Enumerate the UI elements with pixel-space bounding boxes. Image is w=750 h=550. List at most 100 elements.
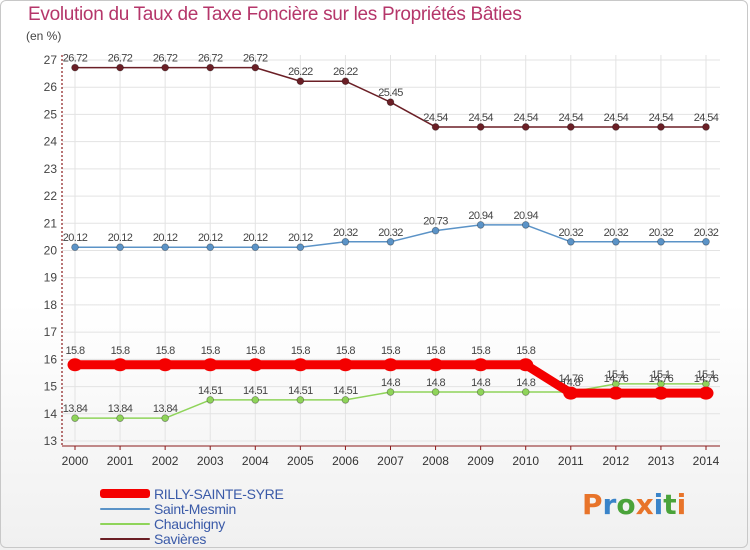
data-label: 15.1 xyxy=(651,369,670,381)
data-point xyxy=(337,358,353,372)
data-label: 15.1 xyxy=(606,369,625,381)
logo-letter: P xyxy=(582,488,603,521)
data-label: 14.51 xyxy=(333,385,358,397)
x-tick-label: 2014 xyxy=(693,454,720,468)
data-label: 15.8 xyxy=(471,345,490,357)
data-label: 14.8 xyxy=(426,377,445,389)
data-label: 20.32 xyxy=(649,227,674,239)
data-label: 20.94 xyxy=(468,210,493,222)
data-label: 26.22 xyxy=(288,66,313,78)
data-label: 14.76 xyxy=(649,373,674,385)
data-label: 14.76 xyxy=(694,373,719,385)
proxiti-logo: Proxiti xyxy=(582,488,686,521)
legend: RILLY-SAINTE-SYRE Saint-Mesmin Chauchigny S… xyxy=(100,485,284,547)
data-label: 20.32 xyxy=(378,227,403,239)
data-point xyxy=(698,386,714,400)
logo-letter: t xyxy=(663,488,677,521)
y-tick-label: 22 xyxy=(44,189,58,203)
data-label: 24.54 xyxy=(513,112,538,124)
logo-letter: i xyxy=(676,488,687,521)
legend-item: Saint-Mesmin xyxy=(100,501,284,517)
data-point xyxy=(247,358,263,372)
data-point xyxy=(251,396,260,404)
data-label: 15.8 xyxy=(426,345,445,357)
data-label: 15.8 xyxy=(381,345,400,357)
data-label: 25.45 xyxy=(378,87,403,99)
data-label: 20.32 xyxy=(333,227,358,239)
data-label: 20.32 xyxy=(559,227,584,239)
data-point xyxy=(428,358,444,372)
data-point xyxy=(563,386,579,400)
data-label: 15.8 xyxy=(516,345,535,357)
x-tick-label: 2006 xyxy=(332,454,359,468)
data-label: 26.72 xyxy=(63,53,88,65)
x-tick-label: 2008 xyxy=(422,454,449,468)
data-label: 13.84 xyxy=(63,403,88,415)
data-point xyxy=(386,98,395,106)
data-point xyxy=(67,358,83,372)
data-label: 15.8 xyxy=(291,345,310,357)
data-point xyxy=(521,123,530,131)
series-chauchigny: 13.84 13.84 13.84 14.51 14.51 14.51 14.51 14.8 1… xyxy=(63,369,717,422)
data-label: 20.12 xyxy=(63,232,88,244)
y-tick-label: 15 xyxy=(44,380,58,394)
legend-item: Chauchigny xyxy=(100,515,284,532)
data-point xyxy=(116,63,124,72)
data-label: 14.76 xyxy=(604,373,629,385)
data-label: 13.84 xyxy=(153,403,178,415)
y-tick-label: 26 xyxy=(44,80,58,94)
data-point xyxy=(431,123,440,131)
legend-swatch xyxy=(100,507,150,510)
data-point xyxy=(251,243,260,252)
data-point xyxy=(251,63,260,72)
data-point xyxy=(476,123,485,131)
y-tick-label: 13 xyxy=(44,434,58,448)
data-label: 14.76 xyxy=(559,373,584,385)
x-tick-label: 2009 xyxy=(467,454,494,468)
data-point xyxy=(702,123,710,131)
data-label: 20.12 xyxy=(198,232,223,244)
data-point xyxy=(473,358,489,372)
data-label: 20.32 xyxy=(604,227,629,239)
data-label: 15.8 xyxy=(65,345,84,357)
data-point xyxy=(112,358,128,372)
x-tick-label: 2013 xyxy=(648,454,675,468)
data-point xyxy=(116,243,124,252)
data-label: 15.8 xyxy=(156,345,175,357)
data-point xyxy=(431,388,440,396)
data-label: 14.51 xyxy=(288,385,313,397)
x-tick-label: 2002 xyxy=(152,454,179,468)
data-point xyxy=(521,388,530,396)
data-point xyxy=(341,77,350,86)
data-point xyxy=(71,414,79,422)
data-label: 15.8 xyxy=(246,345,265,357)
data-label: 24.54 xyxy=(649,112,674,124)
data-point xyxy=(386,388,395,396)
data-point xyxy=(612,237,620,246)
data-point xyxy=(296,77,305,86)
data-point xyxy=(206,63,215,72)
data-label: 24.54 xyxy=(423,112,448,124)
y-tick-label: 14 xyxy=(44,407,58,421)
data-point xyxy=(566,237,575,246)
data-label: 20.12 xyxy=(108,232,133,244)
data-point xyxy=(702,237,710,246)
y-tick-label: 20 xyxy=(44,244,58,258)
legend-label: RILLY-SAINTE-SYRE xyxy=(154,485,284,502)
data-point xyxy=(202,358,218,372)
y-tick-label: 17 xyxy=(44,325,58,339)
x-tick-label: 2004 xyxy=(242,454,269,468)
data-point xyxy=(157,358,173,372)
logo-letter: x xyxy=(635,488,654,521)
data-label: 24.54 xyxy=(468,112,493,124)
data-point xyxy=(612,123,620,131)
y-tick-label: 19 xyxy=(44,271,58,285)
y-tick-label: 18 xyxy=(44,298,58,312)
legend-label: Chauchigny xyxy=(154,515,225,532)
y-tick-label: 23 xyxy=(44,162,58,176)
data-point xyxy=(71,243,79,252)
data-point xyxy=(518,358,534,372)
data-point xyxy=(116,414,124,422)
